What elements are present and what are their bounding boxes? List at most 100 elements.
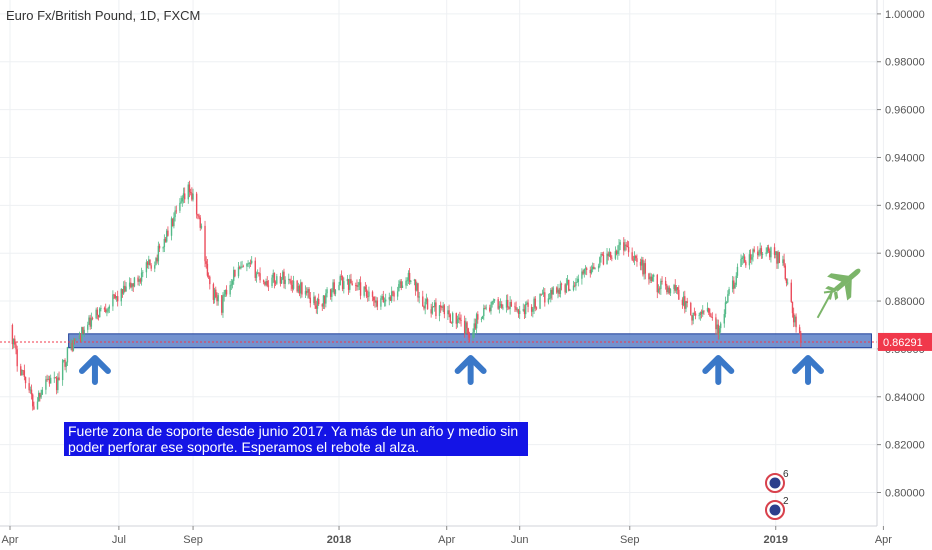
candle-up bbox=[75, 337, 77, 342]
candle-down bbox=[690, 301, 692, 316]
event-badge[interactable]: 6 bbox=[765, 469, 789, 493]
candle-body bbox=[198, 215, 200, 218]
candle-body bbox=[256, 272, 259, 274]
candle-body bbox=[289, 279, 291, 281]
candle-body bbox=[357, 285, 359, 287]
candle-body bbox=[53, 377, 55, 379]
candle-up bbox=[29, 386, 32, 394]
candle-down bbox=[717, 319, 720, 340]
candle-body bbox=[212, 284, 215, 300]
candle-body bbox=[455, 313, 457, 324]
candle-up bbox=[584, 265, 587, 275]
candle-up bbox=[148, 255, 150, 270]
candle-down bbox=[551, 287, 553, 300]
candle-up bbox=[649, 272, 651, 284]
candle-body bbox=[247, 263, 249, 265]
candle-body bbox=[122, 285, 125, 294]
candle-up bbox=[516, 307, 518, 313]
candle-down bbox=[58, 371, 60, 381]
candle-down bbox=[374, 296, 376, 308]
candle-body bbox=[231, 280, 234, 285]
candle-up bbox=[272, 269, 274, 284]
candle-body bbox=[727, 294, 729, 302]
candle-down bbox=[209, 275, 211, 290]
candle-body bbox=[584, 268, 587, 270]
candle-body bbox=[475, 314, 478, 329]
candle-down bbox=[556, 286, 558, 294]
candle-up bbox=[125, 282, 127, 292]
candle-down bbox=[440, 301, 442, 313]
candle-up bbox=[241, 260, 243, 268]
candle-body bbox=[325, 293, 327, 304]
target-arrow-icon bbox=[816, 290, 834, 319]
candle-body bbox=[424, 301, 426, 309]
candle-body bbox=[99, 308, 101, 318]
candle-down bbox=[435, 298, 437, 320]
candle-up bbox=[438, 305, 441, 322]
candle-down bbox=[795, 313, 797, 333]
candle-body bbox=[627, 246, 630, 253]
candle-body bbox=[594, 268, 596, 270]
candle-down bbox=[351, 280, 353, 286]
candle-up bbox=[569, 288, 571, 292]
candle-down bbox=[733, 276, 735, 294]
candle-up bbox=[492, 298, 495, 305]
candle-down bbox=[560, 282, 563, 291]
candle-up bbox=[522, 303, 524, 312]
candle-body bbox=[550, 289, 552, 299]
candle-down bbox=[745, 260, 747, 268]
candle-body bbox=[264, 281, 266, 285]
candle-body bbox=[180, 201, 182, 203]
candle-down bbox=[694, 311, 697, 320]
event-badges[interactable]: 62 bbox=[765, 469, 789, 520]
candle-down bbox=[642, 256, 644, 277]
candle-down bbox=[666, 283, 668, 295]
candle-down bbox=[207, 272, 210, 279]
candle-body bbox=[222, 296, 224, 313]
candle-down bbox=[792, 307, 795, 328]
candle-body bbox=[735, 275, 737, 285]
candle-up bbox=[692, 312, 694, 325]
candle-body bbox=[425, 299, 428, 302]
candle-down bbox=[564, 283, 566, 295]
candle-up bbox=[217, 292, 219, 306]
candle-body bbox=[414, 279, 417, 291]
last-price-tag: 0.86291 bbox=[878, 332, 932, 351]
candle-body bbox=[711, 317, 714, 319]
candle-body bbox=[326, 289, 328, 294]
candle-body bbox=[265, 281, 267, 285]
candle-up bbox=[246, 262, 248, 272]
candle-down bbox=[273, 272, 276, 289]
candle-body bbox=[485, 307, 487, 309]
candle-body bbox=[724, 302, 727, 315]
candle-body bbox=[48, 378, 51, 384]
candle-down bbox=[371, 290, 374, 302]
candle-down bbox=[778, 251, 781, 264]
candle-up bbox=[223, 289, 225, 302]
candle-up bbox=[539, 293, 541, 310]
candle-body bbox=[599, 257, 601, 266]
candle-down bbox=[355, 282, 357, 291]
candle-down bbox=[535, 306, 538, 311]
candle-up bbox=[288, 273, 290, 285]
candle-body bbox=[758, 253, 760, 256]
time-axis[interactable]: Apr Jul Sep 2018 Apr Jun Sep 2019 Apr bbox=[1, 526, 892, 546]
candle-down bbox=[206, 258, 209, 278]
event-badge[interactable]: 2 bbox=[765, 496, 789, 520]
candle-body bbox=[373, 296, 375, 301]
candle-down bbox=[703, 310, 705, 315]
candle-body bbox=[130, 282, 132, 288]
candle-body bbox=[199, 217, 201, 228]
candle-body bbox=[418, 296, 420, 298]
candle-body bbox=[364, 286, 367, 290]
price-axis[interactable]: 1.00000 0.98000 0.96000 0.94000 0.92000 0.900… bbox=[877, 9, 925, 500]
candle-down bbox=[791, 301, 794, 318]
candle-body bbox=[770, 247, 772, 258]
candle-body bbox=[112, 294, 114, 307]
candle-up bbox=[38, 390, 40, 402]
candle-up bbox=[297, 282, 300, 294]
analysis-note[interactable]: Fuerte zona de soporte desde junio 2017.… bbox=[64, 422, 528, 456]
candle-down bbox=[760, 245, 763, 259]
candle-body bbox=[715, 317, 717, 330]
